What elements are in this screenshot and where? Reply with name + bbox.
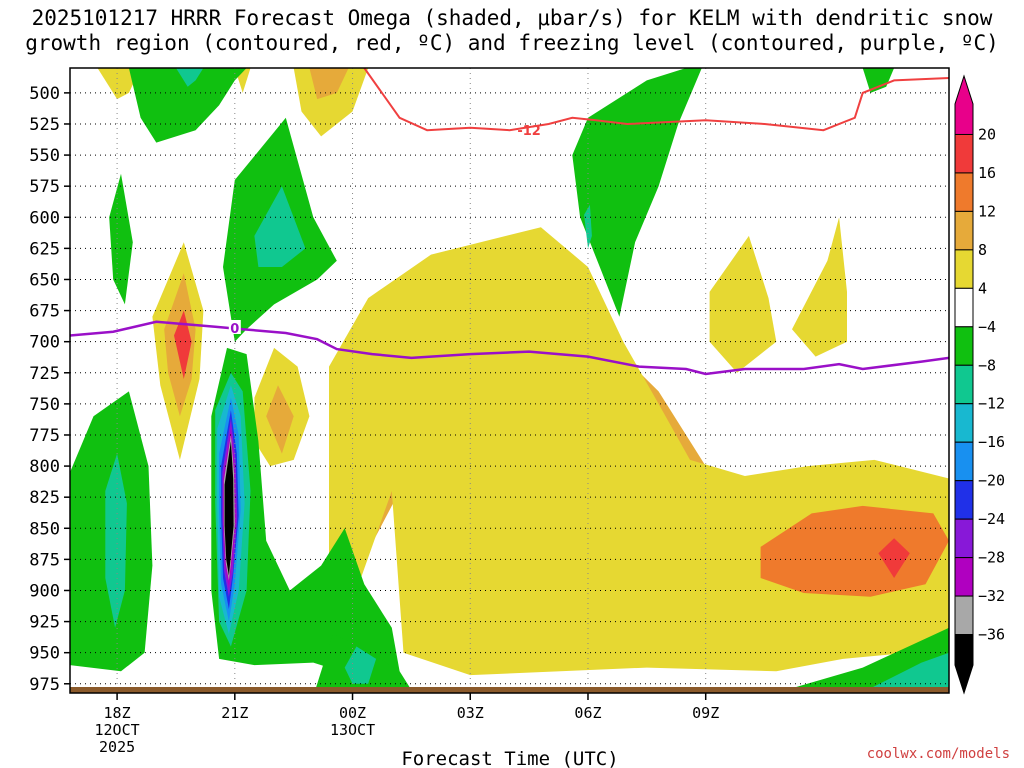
colorbar-swatch-8 — [954, 403, 974, 443]
omega-region-sink-top-teal — [176, 68, 204, 87]
x-tick-label-09Z-0: 09Z — [692, 704, 719, 722]
colorbar-swatch-7 — [954, 364, 974, 405]
source-credit: coolwx.com/models — [866, 746, 1010, 762]
chart-title: 2025101217 HRRR Forecast Omega (shaded, … — [0, 6, 1024, 56]
y-tick-label-825: 825 — [29, 488, 60, 508]
omega-region-lift-right-yellow-upper — [709, 235, 777, 373]
omega-region-sink-bottom-right-teal — [867, 652, 949, 690]
colorbar-label-20: 20 — [978, 125, 996, 143]
x-axis-label: Forecast Time (UTC) — [401, 748, 618, 768]
purple-contour-label: 0 — [230, 322, 239, 337]
colorbar-swatch-10 — [954, 480, 974, 520]
omega-region-lift-right-orange — [760, 505, 949, 597]
colorbar-label--36: −36 — [978, 626, 1005, 644]
colorbar-label--20: −20 — [978, 472, 1005, 490]
omega-region-lift-top-gold — [309, 68, 349, 100]
colorbar-label-8: 8 — [978, 241, 987, 259]
y-tick-label-675: 675 — [29, 302, 60, 322]
colorbar-swatch-11 — [954, 518, 974, 559]
x-tick-label-06Z-0: 06Z — [574, 704, 601, 722]
omega-region-lift-mid-gold — [266, 385, 294, 454]
colorbar-swatch-9 — [954, 441, 974, 482]
omega-region-sink-right-small-teal — [584, 204, 592, 249]
ground-strip — [70, 687, 949, 693]
plot-frame — [69, 67, 950, 694]
colorbar-label--28: −28 — [978, 549, 1005, 567]
y-tick-label-850: 850 — [29, 519, 60, 539]
omega-region-sink-bottom-mid-teal — [344, 646, 377, 684]
colorbar-swatch-2 — [954, 172, 974, 212]
contours: -12 0 — [70, 68, 949, 376]
colorbar-swatch-12 — [954, 557, 974, 597]
chart-title-line1: 2025101217 HRRR Forecast Omega (shaded, … — [31, 6, 993, 30]
omega-region-lift-right-yellow-top — [792, 217, 847, 357]
colorbar-label-4: 4 — [978, 279, 987, 297]
colorbar-swatch-3 — [954, 210, 974, 251]
x-tick-label-00Z-1: 13OCT — [330, 721, 375, 739]
omega-region-lift-right-red — [878, 538, 910, 578]
colorbar-swatch-6 — [954, 326, 974, 366]
y-axis: 500 525 550 575 600 625 650 675 700 725 750 775 800 8… — [29, 84, 70, 695]
gridlines — [70, 68, 949, 690]
y-tick-label-750: 750 — [29, 395, 60, 415]
red-contour-label: -12 — [517, 124, 541, 139]
omega-region-sink-top-green — [128, 68, 247, 143]
omega-shading — [70, 68, 949, 690]
purple-label-bg — [228, 319, 241, 334]
x-tick-label-18Z-0: 18Z — [104, 704, 131, 722]
colorbar-label-16: 16 — [978, 164, 996, 182]
omega-region-lift-top-yellow — [293, 68, 369, 137]
x-tick-label-18Z-1: 12OCT — [95, 721, 140, 739]
y-tick-label-900: 900 — [29, 581, 60, 601]
omega-region-sink-right-green — [572, 68, 702, 317]
colorbar-label--8: −8 — [978, 356, 996, 374]
y-tick-label-625: 625 — [29, 239, 60, 259]
omega-region-sink-right-top-green — [862, 68, 895, 93]
colorbar-label--12: −12 — [978, 395, 1005, 413]
y-tick-label-700: 700 — [29, 333, 60, 353]
omega-region-lift-top-left-yellow — [97, 68, 141, 100]
colorbar-label--16: −16 — [978, 433, 1005, 451]
y-tick-label-525: 525 — [29, 115, 60, 135]
x-tick-label-18Z-2: 2025 — [99, 738, 135, 756]
y-tick-label-975: 975 — [29, 675, 60, 695]
y-tick-label-575: 575 — [29, 177, 60, 197]
colorbar-swatch-5 — [954, 287, 974, 328]
y-tick-label-775: 775 — [29, 426, 60, 446]
colorbar-label--24: −24 — [978, 510, 1005, 528]
colorbar-swatch-4 — [954, 249, 974, 289]
colorbar-label--32: −32 — [978, 587, 1005, 605]
x-tick-label-21Z-0: 21Z — [221, 704, 248, 722]
colorbar-swatch-1 — [954, 133, 974, 174]
omega-region-sink-small-green — [109, 173, 133, 305]
y-tick-label-800: 800 — [29, 457, 60, 477]
colorbar-label--4: −4 — [978, 318, 996, 336]
x-tick-label-00Z-0: 00Z — [339, 704, 366, 722]
dendritic-growth-contour — [363, 68, 949, 132]
y-tick-label-600: 600 — [29, 208, 60, 228]
y-tick-label-650: 650 — [29, 270, 60, 290]
y-tick-label-725: 725 — [29, 364, 60, 384]
colorbar-swatch-13 — [954, 595, 974, 636]
y-tick-label-925: 925 — [29, 613, 60, 633]
y-tick-label-550: 550 — [29, 146, 60, 166]
omega-region-lift-left-red — [174, 310, 192, 379]
x-tick-label-03Z-0: 03Z — [457, 704, 484, 722]
omega-region-sink-col-black — [224, 441, 234, 576]
y-tick-label-950: 950 — [29, 644, 60, 664]
y-tick-label-500: 500 — [29, 84, 60, 104]
omega-region-sink-upper-teal — [254, 186, 306, 267]
colorbar-cap-bottom — [954, 634, 974, 695]
colorbar-cap-top — [954, 74, 974, 135]
y-tick-label-875: 875 — [29, 550, 60, 570]
colorbar-label-12: 12 — [978, 202, 996, 220]
chart-title-line2: growth region (contoured, red, ºC) and f… — [25, 31, 999, 55]
colorbar: 20 16 12 8 4 −4 −8 −12 −16 −20 −24 −28 −32 −36 — [954, 74, 1005, 695]
